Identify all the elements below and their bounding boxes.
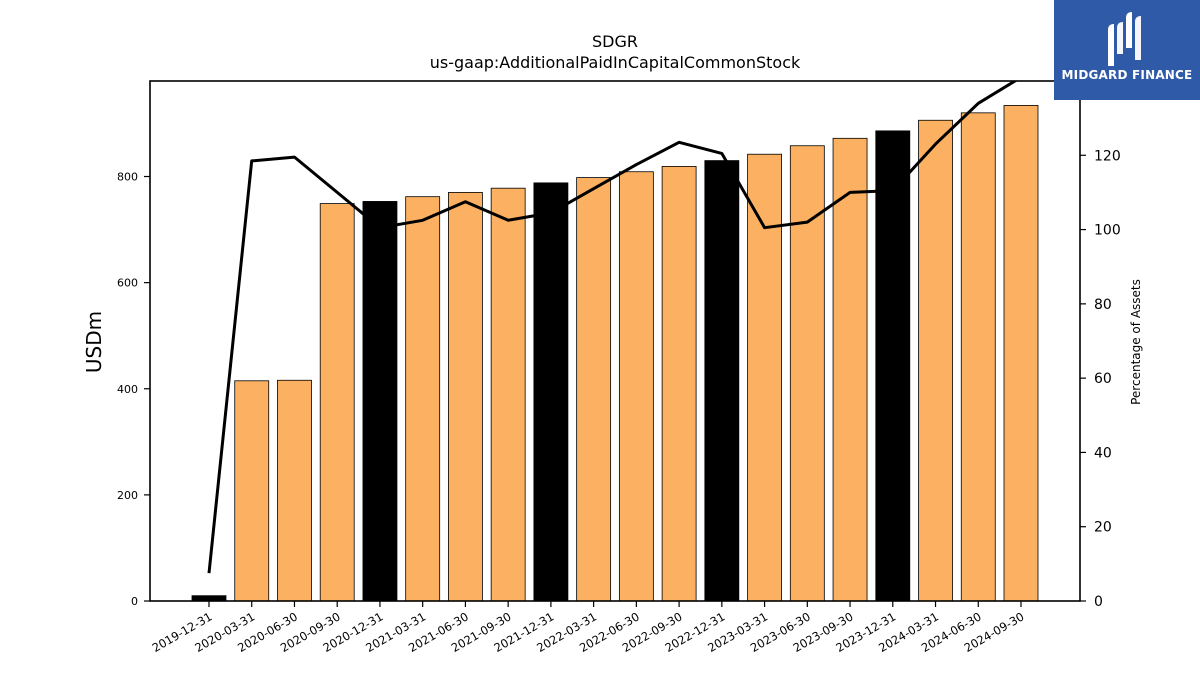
percentage-of-assets-line [207,81,1018,574]
bar-2020-09-30 [319,203,355,602]
bar-2021-06-30 [448,192,483,602]
y2-tick-label: 80 [1094,297,1112,313]
y2-tick-label: 40 [1094,445,1112,461]
y-tick-label: 200 [117,489,138,502]
bar-2021-12-31 [533,182,569,602]
bar-2024-06-30 [960,112,996,602]
y2-tick-label: 100 [1094,223,1121,239]
bar-2023-03-31 [747,153,782,602]
bar-2023-12-31 [875,130,911,602]
brand-logo: MIDGARD FINANCE [1054,0,1200,100]
y2-axis-label: Percentage of Assets [1129,279,1143,405]
chart-title: SDGR [592,32,638,51]
bar-2022-06-30 [618,171,654,602]
y2-tick-label: 0 [1094,594,1103,610]
plot-frame [149,80,1081,602]
bar-2022-03-31 [576,177,612,602]
x-axis: 2019-12-312020-03-312020-06-302020-09-30… [150,601,1027,655]
logo-mark-icon [1108,12,1141,66]
y-tick-label: 600 [117,277,138,290]
bar-2023-06-30 [789,145,825,602]
y-tick-label: 0 [131,595,138,608]
bar-2024-03-31 [918,119,953,602]
logo-text: MIDGARD FINANCE [1061,68,1193,82]
bar-2022-09-30 [661,166,697,602]
y-axis-label: USDm [82,310,106,374]
bar-2020-03-31 [234,380,270,602]
bar-2024-09-30 [1003,105,1039,602]
bar-2021-09-30 [490,187,526,602]
bar-2020-12-31 [362,201,398,602]
y-tick-label: 400 [117,383,138,396]
y2-tick-label: 60 [1094,371,1112,387]
bar-2020-06-30 [277,379,312,602]
right-axis: 0 20 40 60 80 100 120 [1080,148,1121,610]
bar-series [191,105,1039,602]
y-tick-label: 800 [117,171,138,184]
y2-tick-label: 20 [1094,520,1112,536]
bar-2021-03-31 [405,196,441,602]
line-series [207,81,1018,574]
bar-2023-09-30 [832,137,868,602]
y2-tick-label: 120 [1094,148,1121,164]
left-axis: 0 200 400 600 800 [117,171,150,608]
chart-subtitle: us-gaap:AdditionalPaidInCapitalCommonSto… [429,53,801,72]
bar-2022-12-31 [704,160,740,602]
